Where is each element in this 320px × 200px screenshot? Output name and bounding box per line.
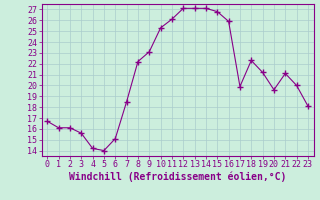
X-axis label: Windchill (Refroidissement éolien,°C): Windchill (Refroidissement éolien,°C) [69,172,286,182]
